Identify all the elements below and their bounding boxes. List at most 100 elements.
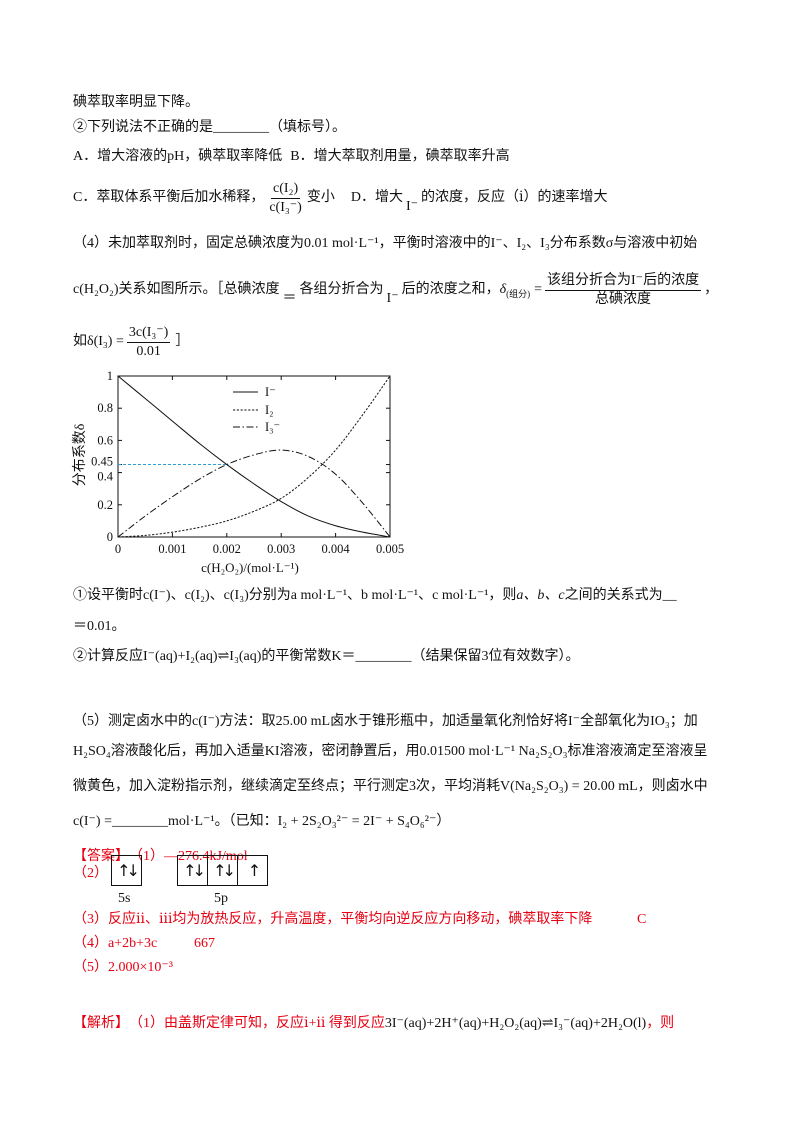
y-tick-label: 0.2 [97, 498, 113, 512]
analysis-line: 【解析】 （1）由盖斯定律可知，反应ⅰ+ⅱ 得到反应 3I⁻(aq)+2H⁺(a… [73, 1014, 674, 1034]
line2-ion: I⁻ [386, 291, 399, 306]
x-tick-label: 0.005 [376, 542, 404, 556]
carryover-text: 碘萃取率明显下降。 [73, 95, 199, 110]
y-tick-label: 0.6 [97, 433, 113, 447]
option-c-text: C．萃取体系平衡后加水稀释， [73, 190, 265, 205]
question-4-2-text: ②计算反应I⁻(aq)+I₂(aq)⇌I₃(aq)的平衡常数K＝ [73, 649, 356, 664]
question-5-line-2: H₂SO₄溶液酸化后，再加入适量KI溶液，密闭静置后，用0.01500 mol·… [73, 742, 707, 762]
analysis-equation: 3I⁻(aq)+2H⁺(aq)+H₂O₂(aq)⇌I₃⁻(aq)+2H₂O(l) [384, 1016, 647, 1031]
question-5-line-3: 微黄色，加入淀粉指示剂，继续滴定至终点；平行测定3次，平均消耗V(Na₂S₂O₃… [73, 777, 708, 797]
orbital-5p-cell: ↑ [237, 856, 267, 885]
delta-example-text: 如δ(I₃) = [73, 334, 124, 349]
question-5-text: （5）测定卤水中的c(I⁻)方法：取25.00 mL卤水于锥形瓶中，加适量氧化剂… [73, 714, 698, 729]
x-tick-label: 0.002 [213, 542, 241, 556]
answer-label: 【答案】 [73, 849, 129, 864]
legend-label: I₃⁻ [265, 420, 280, 434]
answer-line-1: 【答案】 （1）—276.4kJ/mol [73, 847, 248, 867]
y-tick-label: 1 [107, 369, 113, 383]
question-5-known: mol·L⁻¹。（已知：I₂ + 2S₂O₃²⁻ = 2I⁻ + S₄O₆²⁻） [168, 814, 451, 829]
analysis-text: （1）由盖斯定律可知，反应ⅰ+ⅱ 得到反应 [129, 1016, 385, 1031]
question-note: （填标号）。 [269, 120, 346, 135]
delta-symbol: δ [499, 282, 507, 297]
fraction-numerator: 3c(I₃⁻) [126, 325, 171, 343]
option-d-ion: I⁻ [405, 199, 419, 214]
x-tick-label: 0.003 [267, 542, 295, 556]
orbital-5s-cell: ↑↓ [117, 861, 140, 880]
orbital-5p-cell: ↑↓ [183, 861, 206, 880]
legend: I⁻ I₂ I₃⁻ [233, 385, 280, 434]
option-d-tail: 的浓度，反应（ⅰ）的速率增大 [421, 190, 608, 205]
answer-2-label: （2） [73, 866, 108, 881]
question-4-1-text: ①设平衡时c(I⁻)、c(I₂)、c(I₃)分别为a mol·L⁻¹、b mol… [73, 588, 517, 603]
question-4-line-3: 如δ(I₃) = 3c(I₃⁻) 0.01 ］ [73, 324, 189, 360]
answer-4-k: 667 [194, 936, 215, 951]
orbital-5p-box: ↑↓ ↑↓ ↑ [177, 855, 268, 886]
orbital-5s-label: 5s [118, 891, 131, 906]
answer-blank: ________ [355, 649, 412, 664]
delta-definition-fraction: 该组分折合为I⁻后的浓度 总碘浓度 [545, 273, 702, 308]
question-4-1-line-1: ①设平衡时c(I⁻)、c(I₂)、c(I₃)分别为a mol·L⁻¹、b mol… [73, 586, 677, 606]
delta-example-fraction: 3c(I₃⁻) 0.01 [126, 325, 171, 360]
orbital-5p-cell: ↑↓ [207, 856, 237, 885]
y-axis-label: 分布系数δ [72, 423, 88, 486]
fraction-denominator: c(I₃⁻) [269, 199, 302, 215]
analysis-text-end: ，则 [646, 1016, 675, 1031]
question-stem: ②下列说法不正确的是 [73, 120, 213, 135]
option-c-tail: 变小 [306, 190, 335, 205]
option-a: A．增大溶液的pH，碘萃取率降低 [73, 149, 283, 164]
ratio-fraction: c(I₂) c(I₃⁻) [267, 181, 303, 216]
line2-text-a: c(H₂O₂)关系如图所示。［总碘浓度 [73, 282, 280, 297]
series-line-2 [117, 375, 391, 538]
answer-3: （3）反应ⅱ、ⅲ均为放热反应，升高温度，平衡均向逆反应方向移动，碘萃取率下降 [73, 912, 593, 927]
question-5-text: H₂SO₄溶液酸化后，再加入适量KI溶液，密闭静置后，用0.01500 mol·… [73, 744, 708, 759]
line2-text-b: 各组分折合为 [299, 282, 384, 297]
options-ab-row: A．增大溶液的pH，碘萃取率降低 B．增大萃取剂用量，碘萃取率升高 [73, 147, 510, 167]
series-line-1 [117, 375, 391, 538]
fraction-numerator: c(I₂) [271, 181, 301, 199]
question-5-line-1: （5）测定卤水中的c(I⁻)方法：取25.00 mL卤水于锥形瓶中，加适量氧化剂… [73, 712, 698, 732]
y-tick-label: 0 [107, 530, 113, 544]
question-5-line-4: c(I⁻) = ________ mol·L⁻¹。（已知：I₂ + 2S₂O₃²… [73, 812, 450, 832]
carryover-line: 碘萃取率明显下降。 [73, 93, 199, 113]
question-4-2: ②计算反应I⁻(aq)+I₂(aq)⇌I₃(aq)的平衡常数K＝ _______… [73, 647, 580, 667]
y-tick-label: 0.45 [91, 455, 113, 469]
delta-equals: = [534, 282, 543, 297]
options-cd-row: C．萃取体系平衡后加水稀释， c(I₂) c(I₃⁻) 变小 D．增大 I⁻ 的… [73, 180, 608, 216]
line2-text-c: 后的浓度之和， [401, 282, 500, 297]
question-4-2-note: （结果保留3位有效数字）。 [411, 649, 580, 664]
legend-label: I₂ [265, 403, 274, 417]
fraction-denominator: 总碘浓度 [595, 291, 652, 307]
answer-1: （1）—276.4kJ/mol [129, 849, 248, 864]
question-4-line-2: c(H₂O₂)关系如图所示。［总碘浓度 ＝ 各组分折合为 I⁻ 后的浓度之和， … [73, 272, 718, 308]
x-tick-label: 0.001 [158, 542, 186, 556]
option-b: B．增大萃取剂用量，碘萃取率升高 [290, 149, 510, 164]
answer-blank: __ [662, 588, 677, 603]
bracket-close: ］ [175, 334, 190, 349]
x-axis-label: c(H₂O₂)/(mol·L⁻¹) [201, 560, 299, 575]
fraction-numerator: 该组分折合为I⁻后的浓度 [545, 273, 702, 291]
delta-subscript: (组分) [506, 289, 531, 299]
orbital-5s-box: ↑↓ [111, 855, 142, 886]
line2-equals: ＝ [282, 291, 297, 306]
distribution-coefficient-chart: 分布系数δ c(H₂O₂)/(mol·L⁻¹) I⁻ I₂ I₃⁻ 0 0.001… [72, 369, 404, 575]
question-5-lhs: c(I⁻) = [73, 814, 112, 829]
question-4-1-line-2: ＝0.01。 [73, 617, 126, 637]
question-4-1-tail: 之间的关系式为 [564, 588, 663, 603]
legend-label: I⁻ [265, 385, 276, 399]
y-tick-label: 0.4 [97, 470, 113, 484]
y-tick-label: 0.8 [97, 401, 113, 415]
x-tick-label: 0.004 [322, 542, 351, 556]
line2-end: ， [704, 282, 719, 297]
option-d-text: D．增大 [350, 190, 403, 205]
answer-3-choice: C [637, 912, 647, 927]
answer-blank: ________ [112, 814, 168, 829]
question-5-text: 微黄色，加入淀粉指示剂，继续滴定至终点；平行测定3次，平均消耗V(Na₂S₂O₃… [73, 779, 708, 794]
x-tick-label: 0 [115, 542, 121, 556]
question-4-1-variables: a、b、c [516, 588, 565, 603]
plot-frame [117, 375, 391, 538]
question-4-line-1: （4）未加萃取剂时，固定总碘浓度为0.01 mol·L⁻¹，平衡时溶液中的I⁻、… [73, 234, 697, 254]
question-4-1-equation-end: ＝0.01。 [73, 619, 126, 634]
question-4-text: （4）未加萃取剂时，固定总碘浓度为0.01 mol·L⁻¹，平衡时溶液中的I⁻、… [73, 236, 698, 251]
fraction-denominator: 0.01 [136, 343, 161, 359]
